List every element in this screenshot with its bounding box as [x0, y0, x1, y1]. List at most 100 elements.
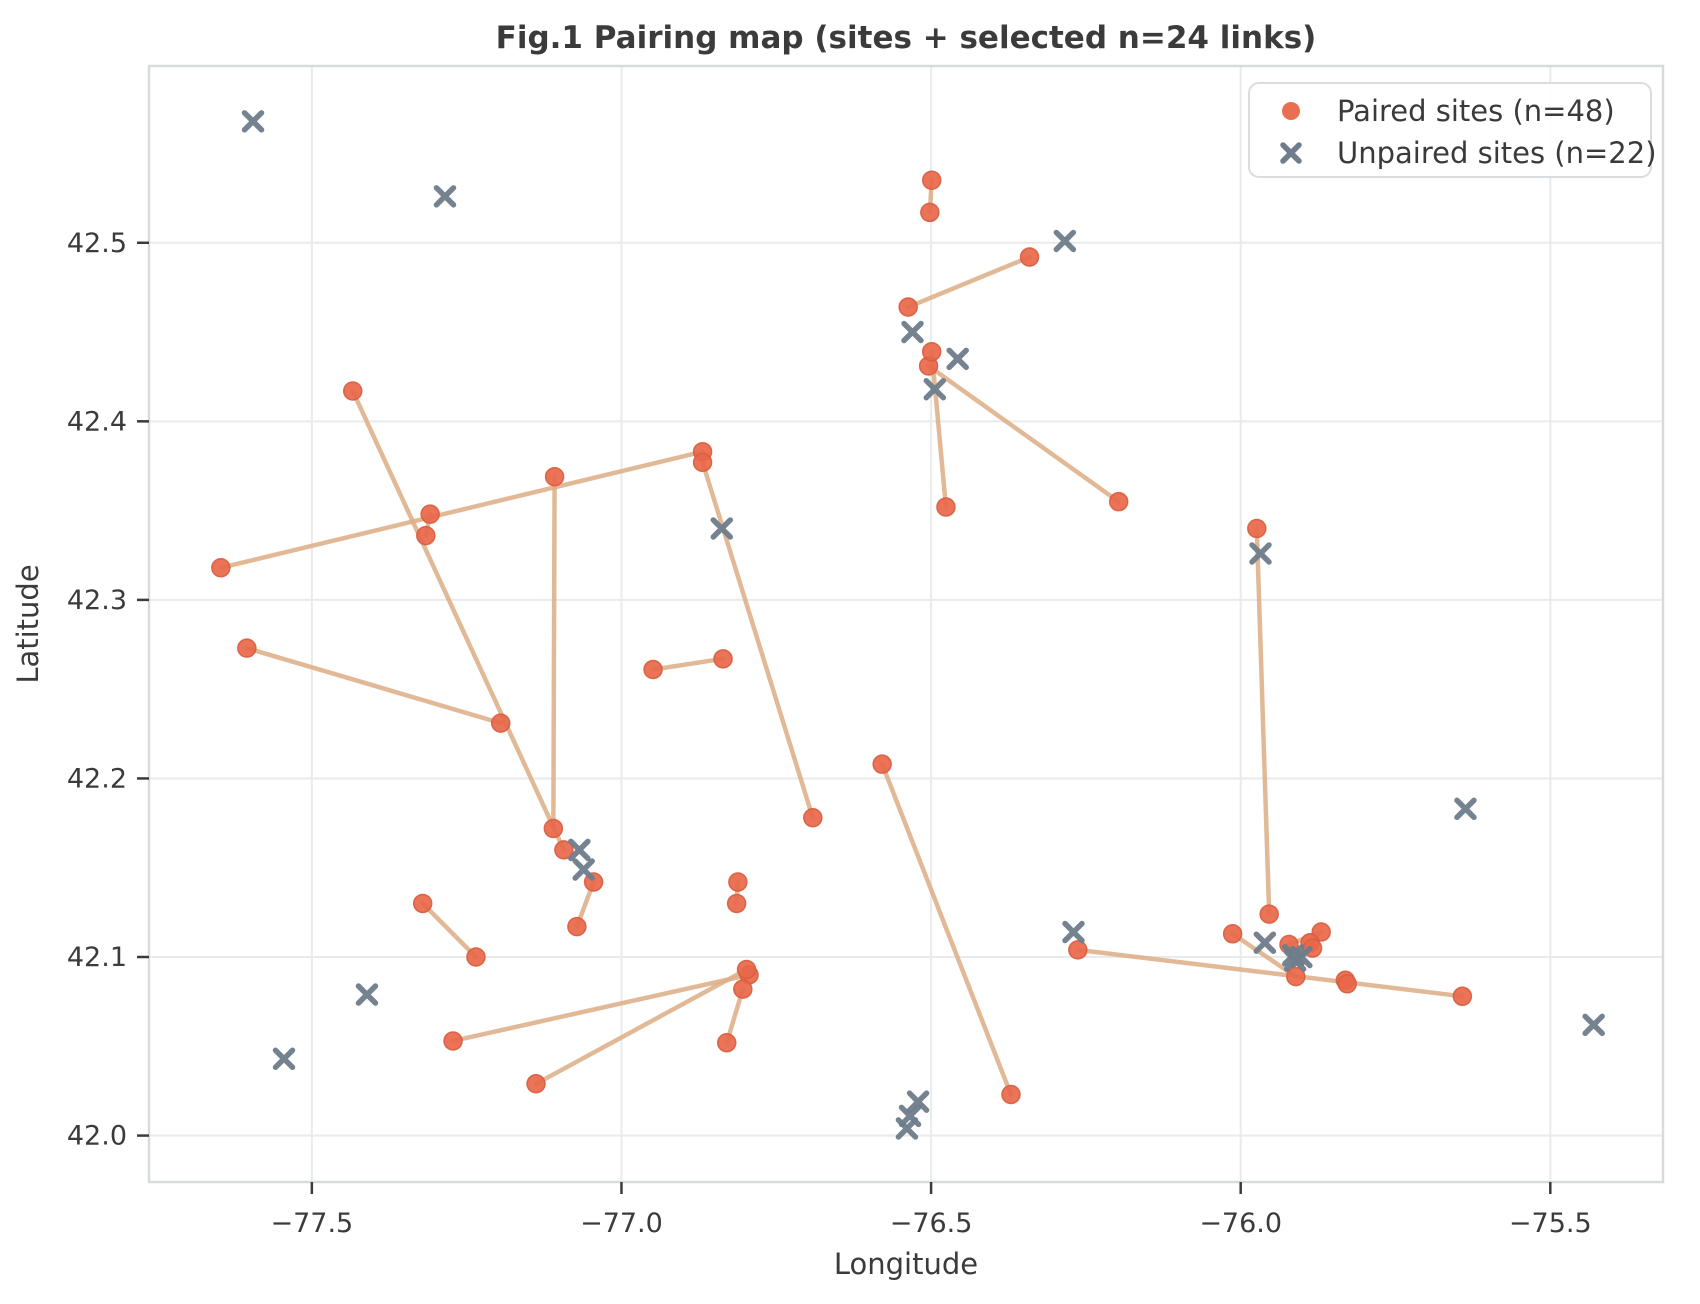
- legend-label-unpaired: Unpaired sites (n=22): [1337, 136, 1657, 170]
- pair-link-line: [929, 349, 949, 510]
- paired-site-marker: [1108, 491, 1129, 512]
- pair-link-line: [420, 901, 479, 960]
- x-tick-label: −77.5: [270, 1208, 353, 1239]
- paired-site-markers: [211, 170, 1473, 1105]
- unpaired-site-marker: [1062, 920, 1085, 944]
- plot-border: [147, 64, 1665, 1184]
- paired-site-marker: [1452, 986, 1473, 1007]
- x-tick-label: −76.0: [1199, 1208, 1282, 1239]
- unpaired-site-marker: [1582, 1013, 1605, 1037]
- unpaired-site-marker: [568, 838, 591, 862]
- pair-link-line: [350, 388, 567, 853]
- paired-site-marker: [733, 979, 753, 999]
- paired-site-marker: [728, 872, 748, 892]
- x-axis-label: Longitude: [834, 1247, 978, 1281]
- unpaired-site-marker: [1283, 949, 1307, 972]
- paired-sites-legend-dot-icon: [1282, 102, 1300, 120]
- chart-title: Fig.1 Pairing map (sites + selected n=24…: [496, 20, 1317, 56]
- paired-site-marker: [1259, 904, 1279, 924]
- paired-site-marker: [1286, 966, 1306, 987]
- paired-site-marker: [643, 659, 663, 680]
- y-tick-label: 42.4: [67, 406, 127, 437]
- paired-site-marker: [936, 497, 956, 517]
- y-tick-label: 42.0: [67, 1121, 127, 1152]
- unpaired-site-marker: [923, 377, 947, 401]
- paired-site-marker: [1068, 940, 1088, 960]
- paired-site-marker: [342, 381, 363, 401]
- unpaired-site-marker: [901, 320, 924, 344]
- unpaired-site-marker: [946, 347, 969, 371]
- unpaired-site-marker: [1454, 797, 1477, 821]
- pair-link-line: [218, 449, 705, 571]
- legend-item-paired: Paired sites (n=48): [1282, 94, 1615, 128]
- paired-site-marker: [736, 959, 757, 980]
- pair-link-line: [1254, 526, 1272, 917]
- paired-site-marker: [543, 818, 564, 839]
- paired-site-marker: [716, 1032, 737, 1053]
- paired-site-marker: [803, 807, 823, 828]
- paired-site-marker: [898, 297, 918, 317]
- paired-site-marker: [237, 638, 257, 658]
- paired-site-marker: [920, 202, 940, 223]
- legend-frame: [1248, 82, 1652, 178]
- legend-box: Paired sites (n=48) Unpaired sites (n=22…: [1248, 82, 1657, 178]
- unpaired-sites-legend-x-icon: [1280, 142, 1302, 164]
- unpaired-site-marker: [895, 1117, 919, 1140]
- paired-site-marker: [211, 558, 231, 578]
- pair-link-line: [905, 254, 1032, 310]
- pair-link-line: [244, 645, 503, 726]
- y-tick-label: 42.5: [67, 228, 127, 259]
- y-tick-label: 42.3: [67, 585, 127, 616]
- unpaired-site-marker: [572, 858, 595, 881]
- unpaired-site-marker: [272, 1047, 296, 1071]
- paired-site-marker: [872, 754, 892, 774]
- paired-site-marker: [713, 649, 733, 669]
- x-tick-label: −77.0: [580, 1208, 663, 1239]
- unpaired-site-marker: [355, 983, 379, 1006]
- y-tick-label: 42.2: [67, 763, 127, 794]
- unpaired-site-marker: [433, 185, 457, 208]
- paired-site-marker: [1247, 518, 1267, 539]
- axes-spines: [147, 64, 1665, 1184]
- paired-site-marker: [1337, 974, 1357, 994]
- pair-link-line: [926, 363, 1121, 504]
- paired-site-marker: [420, 504, 440, 524]
- legend-label-paired: Paired sites (n=48): [1337, 94, 1615, 128]
- pair-link-line: [879, 761, 1014, 1097]
- pair-link-line: [700, 460, 816, 820]
- paired-site-marker: [692, 452, 713, 473]
- x-tick-label: −76.5: [890, 1208, 973, 1239]
- unpaired-site-marker: [906, 1090, 930, 1113]
- x-tick-label: −75.5: [1509, 1208, 1592, 1239]
- axis-ticks: −77.5 −77.0 −76.5 −76.0 −75.5 42.0 42.1 42.2 42.…: [67, 228, 1592, 1239]
- paired-site-marker: [1019, 247, 1040, 267]
- paired-site-marker: [921, 170, 942, 191]
- paired-site-marker: [412, 893, 433, 914]
- unpaired-site-markers: [241, 110, 1605, 1140]
- unpaired-site-marker: [1253, 931, 1277, 954]
- paired-site-marker: [1222, 924, 1243, 944]
- paired-site-marker: [443, 1031, 463, 1051]
- grid-lines: [149, 66, 1663, 1182]
- paired-site-marker: [726, 893, 747, 914]
- unpaired-site-marker: [241, 110, 265, 133]
- paired-site-marker: [526, 1074, 546, 1094]
- paired-site-marker: [1001, 1084, 1021, 1105]
- paired-site-marker: [490, 713, 511, 733]
- paired-site-marker: [466, 947, 486, 967]
- pair-link-line: [650, 656, 726, 672]
- pair-link-line: [1075, 947, 1465, 999]
- paired-site-marker: [554, 840, 574, 860]
- paired-site-marker: [567, 916, 587, 937]
- y-tick-label: 42.1: [67, 942, 127, 973]
- paired-site-marker: [416, 525, 436, 546]
- unpaired-site-marker: [710, 517, 734, 540]
- pair-link-line: [533, 967, 749, 1087]
- pair-link-line: [450, 972, 752, 1044]
- pair-link-line: [551, 474, 557, 831]
- y-axis-label: Latitude: [11, 564, 45, 683]
- paired-site-marker: [921, 341, 942, 362]
- unpaired-site-marker: [1053, 229, 1077, 253]
